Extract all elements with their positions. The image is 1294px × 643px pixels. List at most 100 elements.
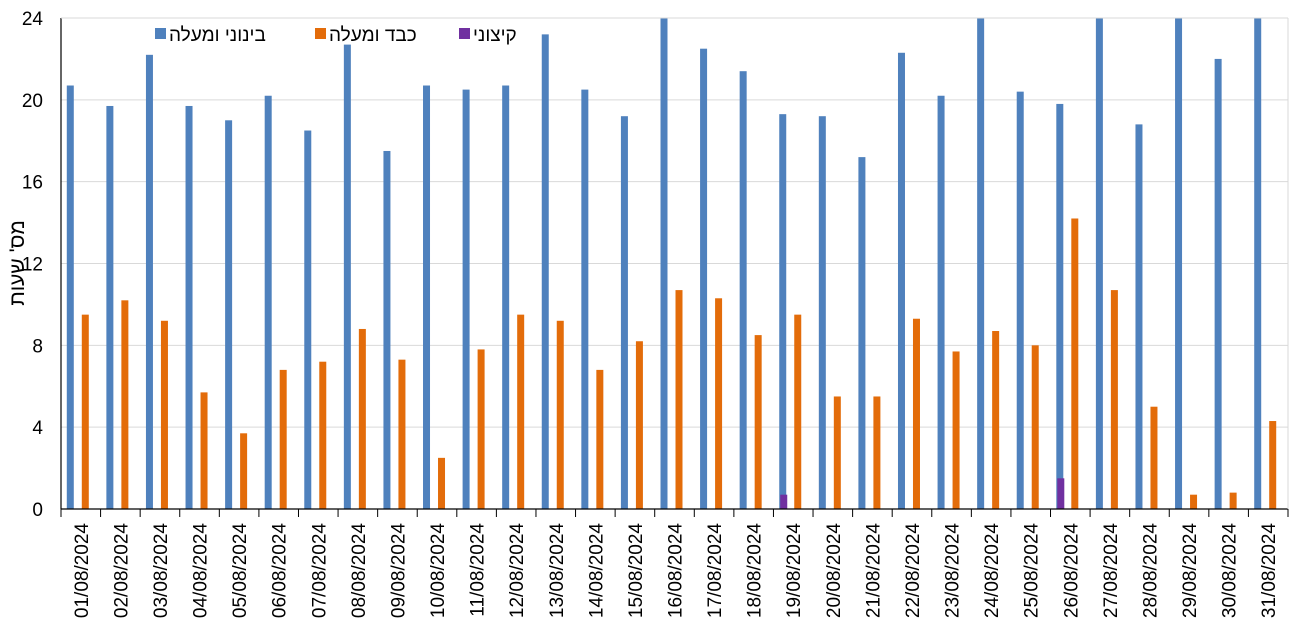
bar-heavy [121, 300, 129, 509]
bar-medium [581, 89, 589, 510]
x-tick-label: 10/08/2024 [428, 523, 449, 619]
bar-medium [66, 85, 74, 509]
bar-heavy [1110, 290, 1118, 509]
bar-medium [1214, 58, 1222, 510]
bar-medium [779, 114, 787, 509]
bar-medium [541, 34, 549, 509]
x-tick-label: 23/08/2024 [943, 523, 964, 619]
bar-medium [1135, 124, 1143, 509]
x-tick-label: 19/08/2024 [784, 523, 805, 619]
bar-heavy [477, 349, 485, 509]
x-tick-label: 12/08/2024 [507, 523, 528, 619]
bar-heavy [675, 290, 683, 509]
x-tick-label: 14/08/2024 [586, 523, 607, 619]
bar-heavy [1229, 492, 1237, 509]
bar-heavy [1269, 421, 1277, 509]
bar-heavy [596, 369, 604, 509]
x-tick-label: 06/08/2024 [270, 523, 291, 619]
bar-medium [1095, 18, 1103, 509]
bar-heavy [398, 359, 406, 509]
y-axis-label: מס' שעות [6, 220, 29, 306]
bar-heavy [873, 396, 881, 509]
x-tick-label: 01/08/2024 [72, 523, 93, 619]
x-tick-label: 08/08/2024 [349, 523, 370, 619]
bar-medium [700, 48, 708, 509]
bar-heavy [556, 320, 564, 509]
y-tick-label: 4 [32, 418, 43, 439]
bar-heavy [754, 335, 762, 509]
legend-label: קיצוני [473, 25, 517, 46]
bar-extreme [780, 494, 788, 509]
x-tick-label: 21/08/2024 [863, 523, 884, 619]
bar-heavy [438, 457, 446, 509]
x-tick-label: 31/08/2024 [1259, 523, 1280, 619]
bar-extreme [1057, 478, 1065, 509]
bar-medium [1016, 91, 1024, 510]
bar-medium [343, 44, 351, 510]
bar-medium [660, 18, 668, 509]
x-tick-labels: 01/08/2024 02/08/2024 03/08/2024 04/08/2024… [72, 523, 1280, 619]
grid-layer [61, 17, 1288, 428]
bar-heavy [200, 392, 208, 509]
y-tick-labels: 0 4 8 12 16 20 24 [22, 9, 44, 521]
bar-heavy [1031, 345, 1039, 509]
bar-medium [1175, 18, 1183, 509]
bar-heavy [1190, 494, 1198, 509]
bar-heavy [81, 314, 89, 509]
legend: בינוני ומעלה כבד ומעלה קיצוני [155, 25, 517, 46]
bar-heavy [912, 318, 920, 509]
bar-heavy [517, 314, 525, 509]
bar-medium [225, 120, 233, 510]
x-tick-label: 22/08/2024 [903, 523, 924, 619]
x-tick-label: 05/08/2024 [230, 523, 251, 619]
x-tick-label: 25/08/2024 [1022, 523, 1043, 619]
x-tick-label: 30/08/2024 [1220, 523, 1241, 619]
x-tick-label: 11/08/2024 [468, 523, 489, 617]
x-tick-label: 28/08/2024 [1140, 523, 1161, 619]
bar-medium [462, 89, 470, 510]
x-tick-label: 02/08/2024 [111, 523, 132, 619]
bar-heavy [160, 320, 168, 509]
bar-medium [1056, 103, 1064, 510]
y-tick-label: 12 [22, 255, 43, 276]
bar-medium [304, 130, 312, 510]
x-tick-label: 17/08/2024 [705, 523, 726, 619]
bar-heavy [833, 396, 841, 509]
bars-layer [66, 18, 1277, 510]
x-tick-label: 09/08/2024 [388, 523, 409, 619]
x-tick-label: 24/08/2024 [982, 523, 1003, 619]
legend-swatch [155, 28, 166, 39]
y-tick-label: 0 [32, 500, 43, 521]
bar-heavy [1150, 406, 1158, 509]
bar-medium [502, 85, 510, 509]
bar-medium [106, 105, 114, 510]
x-tick-label: 27/08/2024 [1101, 523, 1122, 619]
x-tick-label: 16/08/2024 [666, 523, 687, 619]
x-tick-label: 15/08/2024 [626, 523, 647, 619]
y-tick-label: 8 [32, 336, 43, 357]
bar-medium [264, 95, 272, 509]
bar-medium [977, 18, 985, 509]
y-tick-label: 24 [22, 9, 44, 30]
bar-heavy [319, 361, 327, 509]
bar-heavy [794, 314, 802, 509]
bar-medium [145, 54, 153, 509]
bar-heavy [279, 369, 287, 509]
x-tick-label: 04/08/2024 [191, 523, 212, 619]
bar-medium [739, 71, 747, 510]
bar-heavy [715, 298, 723, 509]
legend-swatch [459, 28, 470, 39]
bar-heavy [358, 328, 366, 509]
y-tick-label: 16 [22, 173, 43, 194]
legend-label: כבד ומעלה [329, 25, 417, 46]
x-tick-label: 26/08/2024 [1061, 523, 1082, 619]
x-tick-label: 20/08/2024 [824, 523, 845, 619]
legend-swatch [315, 28, 326, 39]
bar-heavy [952, 351, 960, 509]
bar-heavy [1071, 218, 1079, 509]
x-tick-label: 03/08/2024 [151, 523, 172, 619]
bar-medium [897, 52, 905, 509]
bar-medium [818, 116, 826, 509]
legend-label: בינוני ומעלה [169, 25, 266, 46]
